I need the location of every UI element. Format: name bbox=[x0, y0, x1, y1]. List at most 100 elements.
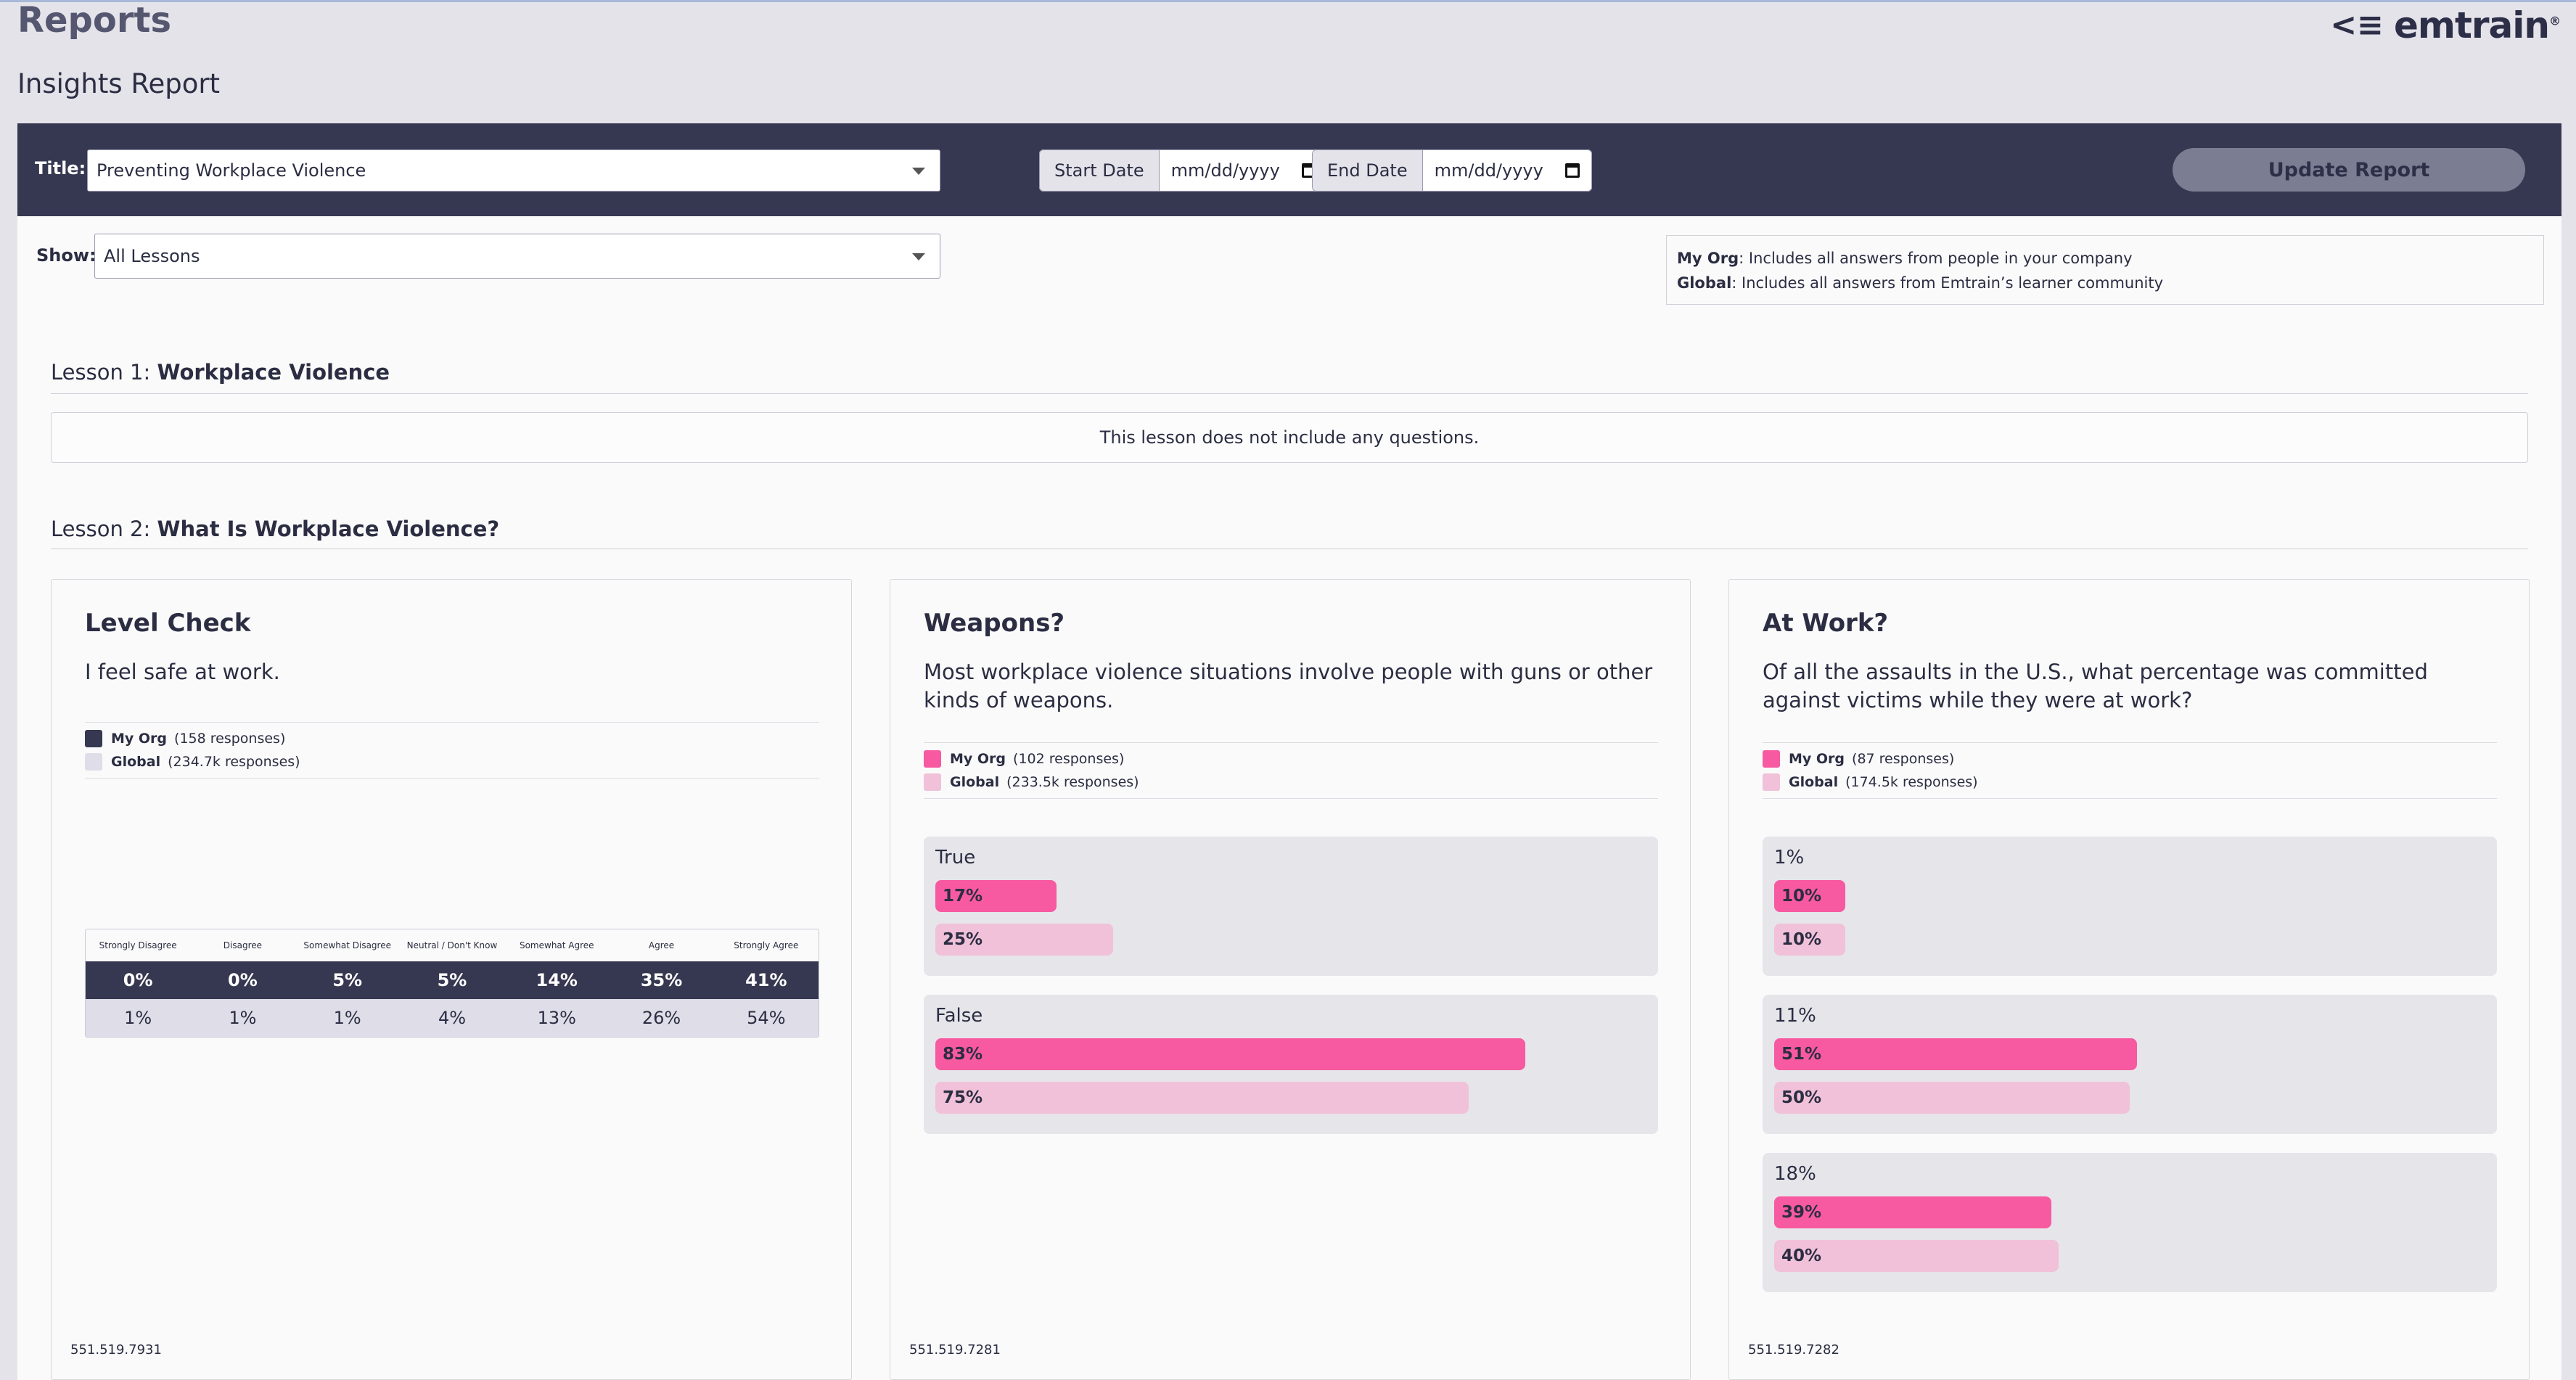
org-swatch bbox=[924, 750, 941, 768]
legend-info-global: Global: Includes all answers from Emtrai… bbox=[1677, 271, 2533, 295]
global-bar: 10% bbox=[1774, 924, 1845, 956]
card-id: 551.519.7931 bbox=[70, 1342, 162, 1358]
likert-table: Strongly Disagree Disagree Somewhat Disa… bbox=[85, 929, 819, 1038]
emtrain-logo: emtrain® bbox=[2393, 4, 2561, 46]
card-title: Weapons? bbox=[924, 609, 1065, 638]
answer-block: 11% 51% 50% bbox=[1763, 995, 2497, 1134]
global-swatch bbox=[924, 773, 941, 791]
lesson-1-name: Workplace Violence bbox=[157, 360, 390, 385]
answer-label: False bbox=[935, 1005, 983, 1027]
org-swatch bbox=[1763, 750, 1780, 768]
start-date-input[interactable]: mm/dd/yyyy bbox=[1158, 149, 1329, 192]
likert-global-cell: 1% bbox=[229, 1008, 257, 1028]
chevron-down-icon bbox=[912, 253, 925, 260]
legend-org: My Org (102 responses) bbox=[924, 747, 1658, 771]
card-legend: My Org (102 responses) Global (233.5k resp… bbox=[924, 742, 1658, 799]
start-date-placeholder: mm/dd/yyyy bbox=[1170, 160, 1280, 181]
title-select[interactable]: Preventing Workplace Violence bbox=[87, 149, 940, 192]
global-swatch bbox=[85, 753, 102, 771]
answer-label: 18% bbox=[1774, 1163, 1816, 1185]
answer-label: 11% bbox=[1774, 1005, 1816, 1027]
card-question: Of all the assaults in the U.S., what pe… bbox=[1763, 660, 2428, 712]
global-bar: 50% bbox=[1774, 1082, 2130, 1114]
lesson-2-name: What Is Workplace Violence? bbox=[157, 517, 500, 541]
question-card-at-work: At Work? Of all the assaults in the U.S.… bbox=[1728, 579, 2530, 1380]
card-title: Level Check bbox=[85, 609, 251, 638]
page-title: Reports bbox=[17, 0, 172, 41]
end-date-group: End Date mm/dd/yyyy bbox=[1312, 149, 1592, 192]
org-swatch bbox=[85, 730, 102, 747]
org-bar: 83% bbox=[935, 1038, 1525, 1070]
likert-column-header: Somewhat Agree bbox=[519, 940, 594, 950]
likert-org-cell: 0% bbox=[228, 970, 258, 990]
legend-org-label: My Org bbox=[111, 731, 168, 747]
legend-org-count: (102 responses) bbox=[1013, 751, 1125, 767]
card-id: 551.519.7281 bbox=[909, 1342, 1001, 1358]
brand-area: <≡ emtrain® bbox=[2330, 4, 2561, 46]
likert-global-cell: 1% bbox=[124, 1008, 152, 1028]
answer-block: 1% 10% 10% bbox=[1763, 837, 2497, 976]
legend-global: Global (233.5k responses) bbox=[924, 771, 1658, 794]
likert-header-row: Strongly Disagree Disagree Somewhat Disa… bbox=[86, 929, 819, 961]
legend-global-label: Global bbox=[111, 754, 161, 770]
show-select-value: All Lessons bbox=[104, 246, 200, 266]
show-select[interactable]: All Lessons bbox=[94, 234, 940, 279]
chevron-down-icon bbox=[912, 168, 925, 175]
global-bar: 75% bbox=[935, 1082, 1469, 1114]
end-date-placeholder: mm/dd/yyyy bbox=[1434, 160, 1543, 181]
legend-global: Global (174.5k responses) bbox=[1763, 771, 2497, 794]
likert-column-header: Neutral / Don't Know bbox=[406, 940, 498, 950]
legend-info-box: My Org: Includes all answers from people… bbox=[1666, 235, 2544, 305]
legend-global-count: (174.5k responses) bbox=[1845, 774, 1978, 790]
likert-column-header: Strongly Disagree bbox=[99, 940, 177, 950]
likert-global-row: 1% 1% 1% 4% 13% 26% 54% bbox=[86, 999, 819, 1037]
legend-org-label: My Org bbox=[950, 751, 1006, 767]
calendar-icon[interactable] bbox=[1564, 163, 1580, 178]
card-legend: My Org (87 responses) Global (174.5k respo… bbox=[1763, 742, 2497, 799]
top-accent-line bbox=[0, 0, 2576, 2]
start-date-group: Start Date mm/dd/yyyy bbox=[1039, 149, 1329, 192]
likert-global-cell: 54% bbox=[747, 1008, 786, 1028]
legend-org-count: (87 responses) bbox=[1852, 751, 1955, 767]
lesson-1-empty-note: This lesson does not include any questio… bbox=[51, 412, 2528, 463]
collapse-menu-icon[interactable]: <≡ bbox=[2330, 7, 2384, 44]
likert-global-cell: 26% bbox=[641, 1008, 681, 1028]
brand-mark: ® bbox=[2549, 14, 2561, 28]
global-desc: : Includes all answers from Emtrain’s le… bbox=[1731, 274, 2164, 292]
title-select-value: Preventing Workplace Violence bbox=[97, 160, 366, 181]
org-bar: 39% bbox=[1774, 1196, 2051, 1228]
org-bar: 10% bbox=[1774, 880, 1845, 912]
card-legend: My Org (158 responses) Global (234.7k resp… bbox=[85, 722, 819, 779]
likert-org-cell: 0% bbox=[123, 970, 153, 990]
end-date-input[interactable]: mm/dd/yyyy bbox=[1422, 149, 1592, 192]
likert-global-cell: 13% bbox=[537, 1008, 576, 1028]
answer-label: 1% bbox=[1774, 847, 1805, 868]
likert-column-header: Strongly Agree bbox=[734, 940, 799, 950]
lesson-1-divider bbox=[51, 393, 2528, 394]
brand-name: emtrain bbox=[2393, 4, 2550, 46]
likert-column-header: Disagree bbox=[223, 940, 263, 950]
card-id: 551.519.7282 bbox=[1748, 1342, 1839, 1358]
lesson-2-prefix: Lesson 2: bbox=[51, 517, 157, 541]
lesson-2-heading: Lesson 2: What Is Workplace Violence? bbox=[51, 517, 499, 541]
report-toolbar: Title: Preventing Workplace Violence Sta… bbox=[17, 123, 2561, 216]
lesson-1-heading: Lesson 1: Workplace Violence bbox=[51, 360, 390, 385]
likert-org-cell: 41% bbox=[745, 970, 787, 990]
answer-block: True 17% 25% bbox=[924, 837, 1658, 976]
answer-label: True bbox=[935, 847, 976, 868]
org-bar: 17% bbox=[935, 880, 1057, 912]
legend-org: My Org (87 responses) bbox=[1763, 747, 2497, 771]
legend-global-count: (233.5k responses) bbox=[1006, 774, 1139, 790]
report-subtitle: Insights Report bbox=[17, 68, 221, 99]
question-card-level-check: Level Check I feel safe at work. My Org(… bbox=[51, 579, 852, 1380]
likert-org-cell: 5% bbox=[332, 970, 363, 990]
update-report-button[interactable]: Update Report bbox=[2173, 148, 2525, 192]
likert-column-header: Agree bbox=[648, 940, 675, 950]
report-panel: Title: Preventing Workplace Violence Sta… bbox=[17, 123, 2561, 1380]
likert-global-cell: 4% bbox=[438, 1008, 467, 1028]
legend-org-label: My Org bbox=[1789, 751, 1845, 767]
org-desc: : Includes all answers from people in yo… bbox=[1739, 250, 2133, 267]
card-question: I feel safe at work. bbox=[85, 660, 280, 684]
question-card-weapons: Weapons? Most workplace violence situati… bbox=[890, 579, 1691, 1380]
likert-column-header: Somewhat Disagree bbox=[303, 940, 391, 950]
